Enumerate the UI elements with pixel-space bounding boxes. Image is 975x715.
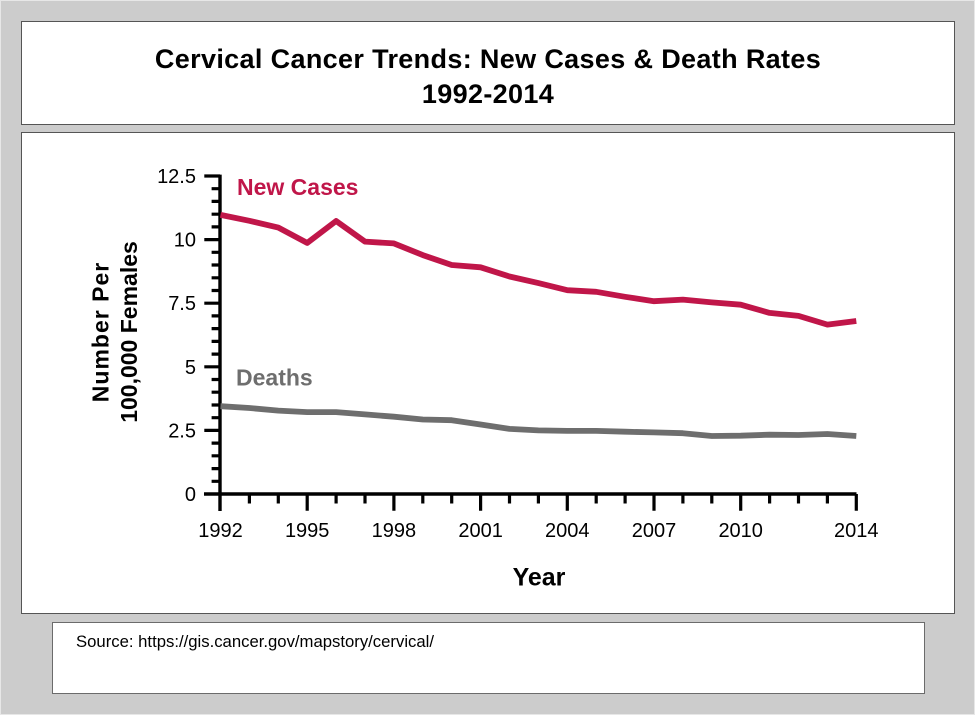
- svg-text:100,000 Females: 100,000 Females: [116, 241, 142, 423]
- svg-text:Number Per: Number Per: [88, 262, 114, 402]
- svg-text:7.5: 7.5: [168, 293, 196, 315]
- svg-text:1995: 1995: [285, 520, 330, 542]
- svg-text:2004: 2004: [545, 520, 590, 542]
- svg-text:12.5: 12.5: [157, 166, 196, 188]
- svg-text:10: 10: [174, 230, 196, 252]
- svg-text:2014: 2014: [834, 520, 879, 542]
- svg-text:2010: 2010: [718, 520, 763, 542]
- svg-text:1998: 1998: [372, 520, 417, 542]
- svg-text:2007: 2007: [632, 520, 677, 542]
- svg-text:Deaths: Deaths: [236, 365, 313, 391]
- svg-text:2.5: 2.5: [168, 420, 196, 442]
- svg-text:1992: 1992: [198, 520, 243, 542]
- svg-text:0: 0: [185, 484, 196, 506]
- svg-text:2001: 2001: [458, 520, 503, 542]
- svg-text:Year: Year: [513, 564, 566, 592]
- svg-text:5: 5: [185, 357, 196, 379]
- svg-text:New Cases: New Cases: [237, 174, 358, 200]
